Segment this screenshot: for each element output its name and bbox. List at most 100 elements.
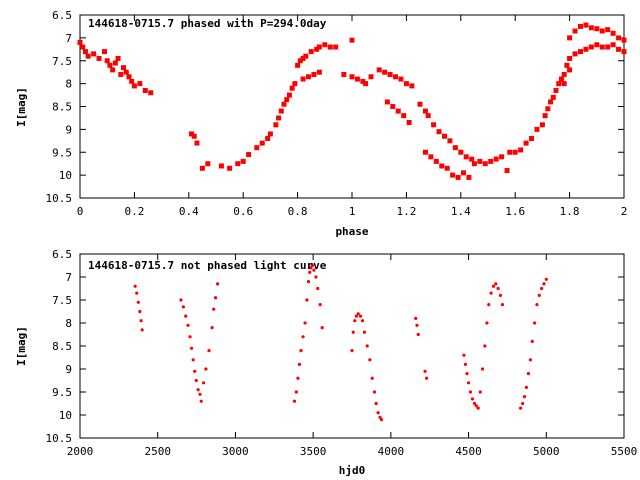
data-point [518,147,524,153]
data-point [360,319,365,323]
data-point [466,381,471,385]
data-point [567,35,573,41]
x-tick-label: 1.8 [560,205,580,218]
data-point [466,174,472,180]
data-point [327,44,333,50]
data-point [365,344,369,348]
data-point [142,87,148,93]
data-point [583,46,589,52]
data-point [599,28,605,34]
y-tick-label: 10.5 [46,432,73,445]
data-point [496,286,500,291]
data-point [463,362,468,366]
data-point [534,126,540,132]
data-point [376,411,380,415]
data-point [227,165,233,171]
data-point [350,349,354,353]
data-point [179,298,183,302]
data-point [558,76,564,82]
data-point [284,97,290,103]
data-point [452,145,458,151]
y-tick-label: 8 [65,317,72,330]
data-point [201,381,206,385]
data-point [409,83,415,89]
data-point [308,270,312,274]
data-point [465,372,469,376]
data-point [425,376,429,380]
data-point [605,27,611,33]
data-point [489,291,493,295]
data-point [425,113,431,119]
data-point [422,149,428,155]
data-point [474,404,478,408]
x-tick-label: 0.2 [124,205,144,218]
data-point [382,69,388,75]
data-point [314,275,318,279]
data-point [278,108,284,114]
data-point [349,37,355,43]
x-tick-label: 5500 [611,445,638,458]
data-point [305,74,311,80]
data-point [254,145,260,151]
data-point [188,335,192,339]
data-point [267,131,273,137]
data-point [191,358,195,362]
data-point [320,326,324,330]
x-tick-label: 0.4 [179,205,199,218]
data-point [605,44,611,50]
data-point [273,122,279,128]
data-point [297,58,303,64]
data-point [314,46,320,52]
y-tick-label: 10 [59,409,72,422]
data-point [215,282,220,286]
data-point [542,113,548,119]
data-point [577,23,583,29]
data-point [194,378,198,383]
data-point [594,26,600,32]
x-tick-label: 0.8 [288,205,308,218]
data-point [594,42,600,48]
data-point [189,346,194,350]
chart-title: 144618-0715.7 not phased light curve [88,259,327,272]
data-point [354,76,360,82]
data-point [133,284,137,288]
data-point [542,282,546,286]
data-point [482,161,488,167]
data-point [572,28,578,34]
x-tick-label: 2000 [67,445,94,458]
data-point [537,293,541,297]
chart-title: 144618-0715.7 phased with P=294.0day [88,17,327,30]
data-point [441,133,447,139]
data-point [194,140,200,146]
y-tick-label: 8 [65,78,72,91]
data-point [519,406,523,410]
data-point [403,81,409,87]
data-point [205,161,211,167]
data-point [493,156,499,162]
y-tick-label: 7 [65,32,72,45]
data-point [110,67,116,73]
data-point [207,349,211,353]
data-point [488,158,494,164]
data-point [212,307,216,311]
y-tick-label: 8.5 [52,340,72,353]
data-point [616,46,622,52]
data-point [240,158,246,164]
data-point [235,161,241,167]
data-point [588,25,594,31]
data-point [480,367,485,371]
data-point [137,81,143,87]
data-point [204,367,208,371]
data-point [196,388,200,392]
data-point [368,74,374,80]
data-point [433,158,439,164]
x-tick-label: 1.4 [451,205,471,218]
x-tick-label: 1.6 [505,205,525,218]
phased-light-curve-plot: 0 0.2 0.4 0.6 0.8 1 1.2 1.4 1.6 1.8 2 6.5 7 7.5 8 8.5 9 9… [15,9,627,238]
data-point [556,81,562,87]
data-point [577,49,583,55]
data-point [498,293,503,297]
data-point [470,397,475,401]
data-point [300,55,306,61]
data-point [294,390,298,394]
